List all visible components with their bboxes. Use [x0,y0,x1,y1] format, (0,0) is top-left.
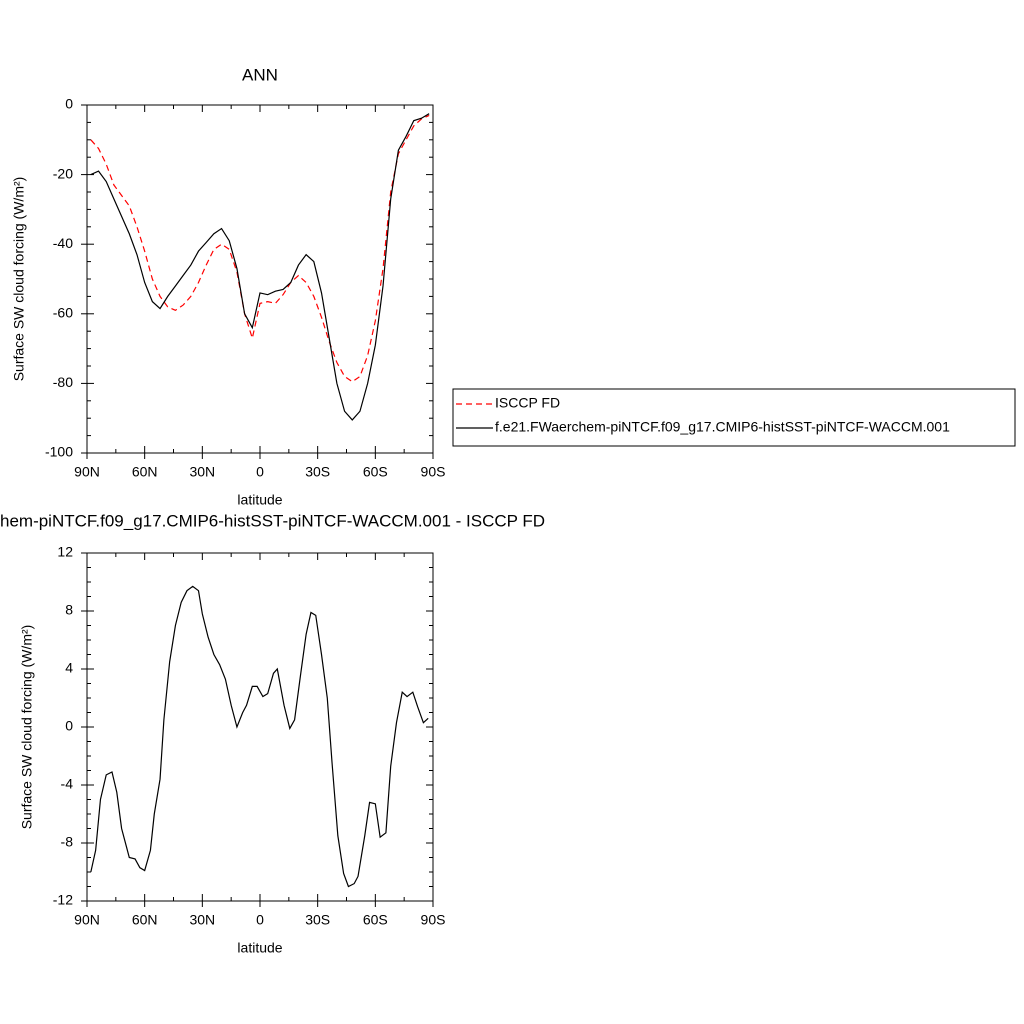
y-tick-label: -40 [53,235,73,251]
x-tick-label: 90S [421,912,446,928]
y-axis-label: Surface SW cloud forcing (W/m²) [11,177,27,382]
x-tick-label: 30S [305,464,330,480]
series-line [90,113,430,421]
x-axis-label: latitude [237,492,282,508]
plot-frame [86,552,434,902]
y-tick-label: 4 [65,660,73,676]
y-tick-label: 12 [57,544,73,560]
x-tick-label: 0 [256,912,264,928]
x-tick-label: 90N [74,464,100,480]
x-tick-label: 60N [132,912,158,928]
x-tick-label: 0 [256,464,264,480]
y-tick-label: -60 [53,305,73,321]
y-tick-label: -80 [53,374,73,390]
legend-label: ISCCP FD [495,395,560,411]
series-line [90,114,430,383]
y-tick-label: -100 [45,444,73,460]
chart-title: hem-piNTCF.f09_g17.CMIP6-histSST-piNTCF-… [0,511,545,530]
chart-title: ANN [242,65,278,84]
y-tick-label: -4 [61,776,74,792]
x-tick-label: 30S [305,912,330,928]
x-tick-label: 60S [363,912,388,928]
y-tick-label: 0 [65,718,73,734]
series-line [90,585,429,888]
legend-label: f.e21.FWaerchem-piNTCF.f09_g17.CMIP6-his… [495,419,950,435]
y-tick-label: -12 [53,892,73,908]
x-tick-label: 60N [132,464,158,480]
x-axis-label: latitude [237,940,282,956]
y-tick-label: -20 [53,165,73,181]
y-tick-label: -8 [61,834,74,850]
legend-box [452,388,1016,447]
x-tick-label: 30N [189,464,215,480]
y-axis-label: Surface SW cloud forcing (W/m²) [19,625,35,830]
x-tick-label: 90N [74,912,100,928]
x-tick-label: 30N [189,912,215,928]
y-tick-label: 8 [65,602,73,618]
y-tick-label: 0 [65,96,73,112]
plot-frame [86,104,434,454]
x-tick-label: 90S [421,464,446,480]
x-tick-label: 60S [363,464,388,480]
